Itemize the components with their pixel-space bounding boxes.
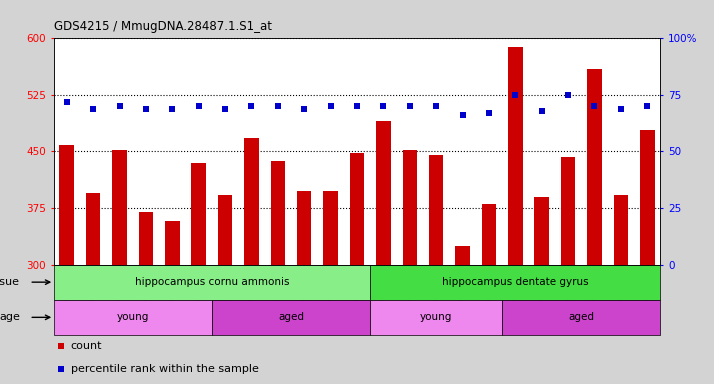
- Text: GDS4215 / MmugDNA.28487.1.S1_at: GDS4215 / MmugDNA.28487.1.S1_at: [54, 20, 271, 33]
- Point: [219, 106, 231, 112]
- Bar: [191, 163, 206, 265]
- Bar: [165, 221, 179, 265]
- Point: [615, 106, 627, 112]
- Bar: [640, 131, 655, 265]
- Bar: [502, 300, 660, 335]
- Text: tissue: tissue: [0, 277, 20, 287]
- Bar: [429, 155, 443, 265]
- Point: [325, 103, 336, 109]
- Point: [589, 103, 600, 109]
- Point: [140, 106, 151, 112]
- Bar: [112, 150, 127, 265]
- Point: [378, 103, 389, 109]
- Bar: [212, 300, 370, 335]
- Text: hippocampus cornu ammonis: hippocampus cornu ammonis: [135, 277, 289, 287]
- Point: [298, 106, 310, 112]
- Text: count: count: [71, 341, 102, 351]
- Point: [55, 343, 66, 349]
- Point: [193, 103, 204, 109]
- Bar: [218, 195, 232, 265]
- Bar: [482, 204, 496, 265]
- Point: [404, 103, 416, 109]
- Point: [457, 112, 468, 118]
- Bar: [560, 157, 575, 265]
- Point: [642, 103, 653, 109]
- Point: [510, 92, 521, 98]
- Point: [536, 108, 548, 114]
- Point: [87, 106, 99, 112]
- Bar: [456, 246, 470, 265]
- Bar: [271, 161, 285, 265]
- Text: hippocampus dentate gyrus: hippocampus dentate gyrus: [442, 277, 588, 287]
- Bar: [350, 153, 364, 265]
- Point: [431, 103, 442, 109]
- Bar: [323, 191, 338, 265]
- Bar: [508, 48, 523, 265]
- Bar: [54, 300, 212, 335]
- Bar: [139, 212, 154, 265]
- Bar: [403, 150, 417, 265]
- Point: [351, 103, 363, 109]
- Point: [483, 110, 495, 116]
- Text: young: young: [116, 312, 149, 322]
- Point: [246, 103, 257, 109]
- Bar: [54, 265, 370, 300]
- Bar: [535, 197, 549, 265]
- Point: [55, 366, 66, 372]
- Bar: [376, 121, 391, 265]
- Bar: [370, 265, 660, 300]
- Point: [272, 103, 283, 109]
- Text: percentile rank within the sample: percentile rank within the sample: [71, 364, 258, 374]
- Bar: [86, 193, 101, 265]
- Bar: [587, 69, 602, 265]
- Bar: [297, 191, 311, 265]
- Text: young: young: [420, 312, 453, 322]
- Point: [166, 106, 178, 112]
- Text: aged: aged: [568, 312, 594, 322]
- Bar: [613, 195, 628, 265]
- Text: aged: aged: [278, 312, 304, 322]
- Point: [563, 92, 574, 98]
- Bar: [59, 146, 74, 265]
- Bar: [370, 300, 502, 335]
- Bar: [244, 138, 258, 265]
- Text: age: age: [0, 312, 20, 322]
- Point: [61, 99, 72, 105]
- Point: [114, 103, 125, 109]
